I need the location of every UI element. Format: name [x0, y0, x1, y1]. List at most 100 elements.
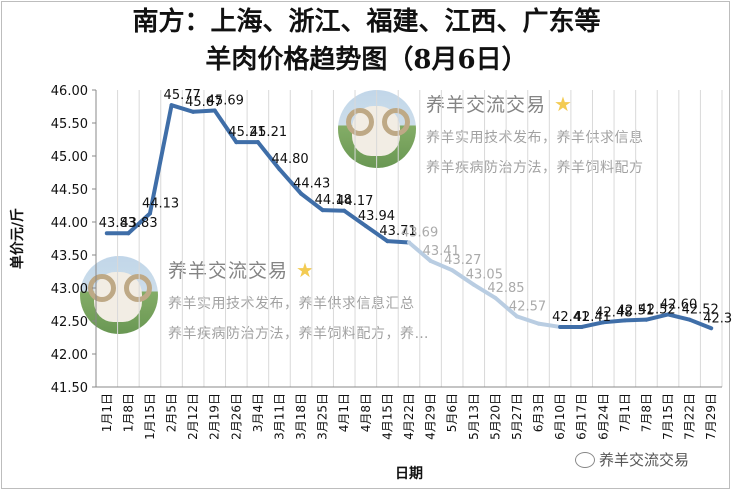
data-label: 43.41: [423, 244, 460, 259]
x-tick-label: 2月12日: [186, 393, 200, 440]
series-segment: [687, 317, 714, 331]
x-tick-label: 2月5日: [165, 393, 179, 432]
series-segment: [579, 320, 606, 329]
x-tick-label: 3月25日: [316, 393, 330, 440]
y-tick-label: 45.50: [51, 117, 88, 132]
x-tick-label: 1月8日: [121, 393, 135, 432]
data-label: 44.80: [271, 152, 308, 167]
data-label: 43.94: [358, 209, 395, 224]
series-segment: [622, 317, 649, 323]
series-segment: [299, 191, 325, 213]
x-tick-label: 4月29日: [424, 393, 438, 440]
data-label: 42.51: [617, 303, 654, 318]
data-label: 45.67: [185, 95, 222, 110]
watermark-line: 养羊疾病防治方法，养羊饲料配方: [426, 160, 644, 176]
watermark-brand: 养羊交流交易: [168, 260, 289, 282]
data-label: 43.71: [379, 224, 416, 239]
data-label: 44.43: [293, 177, 330, 192]
y-tick-label: 42.50: [51, 315, 88, 330]
y-tick-label: 43.50: [51, 249, 88, 264]
series-segment: [147, 103, 174, 216]
data-label: 42.60: [660, 297, 697, 312]
data-label: 45.21: [250, 125, 287, 140]
series-segment: [428, 258, 455, 273]
y-tick-label: 45.00: [51, 150, 88, 165]
data-label: 43.05: [466, 268, 503, 283]
y-tick-label: 43.00: [51, 282, 88, 297]
data-label: 44.13: [142, 196, 179, 211]
y-tick-label: 44.50: [51, 183, 88, 198]
x-tick-label: 7月1日: [618, 393, 632, 432]
x-tick-label: 7月15日: [661, 393, 675, 440]
x-tick-label: 5月6日: [445, 393, 459, 432]
series-segment: [212, 108, 239, 145]
chart-title: 南方：上海、浙江、福建、江西、广东等: [132, 7, 601, 37]
data-label: 45.77: [164, 88, 201, 103]
x-tick-label: 3月4日: [251, 393, 265, 432]
y-tick-label: 44.00: [51, 216, 88, 231]
x-tick-label: 5月13日: [467, 393, 481, 440]
series-segment: [342, 208, 368, 228]
series-segment: [363, 223, 390, 244]
x-tick-label: 2月26日: [229, 393, 243, 440]
data-label: 43.83: [120, 216, 157, 231]
y-tick-label: 46.00: [51, 84, 88, 99]
watermark-brand: 养羊交流交易: [426, 94, 547, 116]
series-segment: [320, 208, 347, 213]
data-label: 42.39: [703, 311, 733, 326]
watermark-line: 养羊疾病防治方法，养羊饲料配方，养…: [168, 326, 429, 342]
y-tick-label: 42.00: [51, 348, 88, 363]
series-segment: [514, 314, 541, 326]
star-icon: ★: [296, 258, 314, 282]
series-segment: [471, 282, 498, 300]
wechat-icon: [575, 451, 595, 468]
series-segment: [126, 211, 152, 236]
x-tick-label: 3月11日: [272, 393, 286, 440]
data-label: 42.48: [595, 305, 632, 320]
data-label: 42.41: [574, 310, 611, 325]
series-segment: [169, 103, 196, 114]
data-label: 43.27: [444, 253, 481, 268]
series-segment: [493, 295, 519, 319]
data-label: 42.57: [509, 299, 546, 314]
series-segment: [666, 312, 692, 322]
data-label: 42.52: [682, 303, 719, 318]
x-tick-label: 4月1日: [337, 393, 351, 432]
series-segment: [191, 108, 217, 114]
x-tick-label: 4月8日: [359, 393, 373, 432]
watermark-card: 养羊交流交易 ★ 养羊实用技术发布，养羊供求信息 养羊疾病防治方法，养羊饲料配方: [338, 90, 644, 177]
data-label: 44.18: [315, 193, 352, 208]
data-label: 44.17: [336, 194, 373, 209]
series-segment: [644, 312, 671, 322]
data-label: 42.52: [638, 303, 675, 318]
x-tick-label: 2月19日: [208, 393, 222, 440]
watermark-line: 养羊实用技术发布，养羊供求信息汇总: [168, 296, 415, 312]
x-tick-label: 3月18日: [294, 393, 308, 440]
x-tick-label: 6月24日: [596, 393, 610, 440]
series-segment: [385, 239, 411, 245]
x-tick-label: 1月1日: [100, 393, 114, 432]
x-tick-label: 5月20日: [488, 393, 502, 440]
data-label: 45.21: [228, 125, 265, 140]
data-label: 43.83: [99, 216, 136, 231]
x-tick-label: 6月10日: [553, 393, 567, 440]
star-icon: ★: [554, 92, 572, 116]
series-segment: [277, 167, 304, 196]
data-label: 42.85: [487, 281, 524, 296]
series-segment: [536, 321, 563, 329]
x-tick-label: 4月22日: [402, 393, 416, 440]
x-tick-label: 7月22日: [683, 393, 697, 440]
x-tick-label: 4月15日: [380, 393, 394, 440]
x-tick-label: 5月27日: [510, 393, 524, 440]
x-tick-label: 7月29日: [704, 393, 718, 440]
series-segment: [255, 140, 282, 172]
x-tick-label: 7月8日: [639, 393, 653, 432]
data-label: 42.41: [552, 310, 589, 325]
x-axis-title: 日期: [395, 466, 423, 482]
series-segment: [601, 318, 627, 325]
x-tick-label: 6月3日: [532, 393, 546, 432]
watermark-line: 养羊实用技术发布，养羊供求信息: [426, 130, 644, 146]
series-segment: [407, 240, 433, 263]
